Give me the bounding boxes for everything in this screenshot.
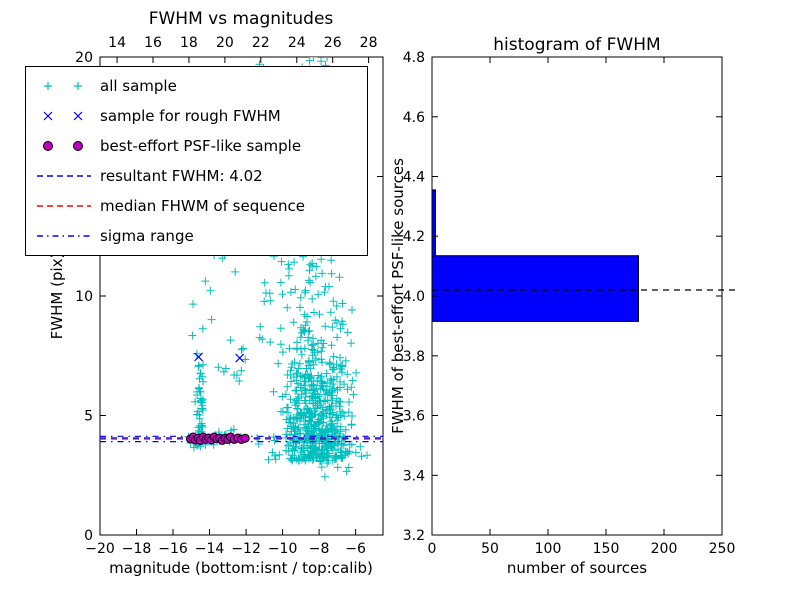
left-top-tick-label: 26 <box>324 35 342 51</box>
left-top-tick-label: 24 <box>288 35 306 51</box>
legend-item-label: resultant FWHM: 4.02 <box>100 167 263 185</box>
right-ytick-label: 4.0 <box>403 289 425 305</box>
left-top-tick-label: 20 <box>216 35 234 51</box>
histogram-bar <box>432 255 639 322</box>
circle-markers-icon <box>43 141 83 151</box>
legend-item-label: all sample <box>100 77 177 95</box>
right-xtick-label: 100 <box>535 541 562 557</box>
left-plot-ylabel: FWHM (pix) <box>48 253 66 340</box>
right-xtick-label: 150 <box>593 541 620 557</box>
rough-fwhm-points <box>194 352 245 363</box>
left-top-tick-label: 16 <box>144 35 162 51</box>
right-ytick-label: 3.4 <box>403 468 425 484</box>
right-xtick-label: 0 <box>428 541 437 557</box>
right-ytick-label: 4.6 <box>403 110 425 126</box>
dashdot-line-icon <box>37 235 91 237</box>
right-plot-xlabel: number of sources <box>507 559 647 577</box>
left-xtick-label: −10 <box>268 541 298 557</box>
left-xtick-label: −6 <box>345 541 366 557</box>
left-xtick-label: −18 <box>122 541 152 557</box>
plus-markers-icon <box>44 82 82 90</box>
left-xtick-label: −12 <box>231 541 261 557</box>
dashed-line-icon <box>37 205 91 207</box>
left-xtick-label: −16 <box>158 541 188 557</box>
legend-item: resultant FWHM: 4.02 <box>26 161 367 191</box>
right-ytick-label: 4.2 <box>403 229 425 245</box>
legend-item-label: median FHWM of sequence <box>100 197 305 215</box>
legend-item: all sample <box>26 71 367 101</box>
left-ytick-label: 0 <box>84 528 93 544</box>
psf-like-point <box>240 433 250 443</box>
left-plot-xlabel: magnitude (bottom:isnt / top:calib) <box>109 559 373 577</box>
legend-item: sample for rough FWHM <box>26 101 367 131</box>
right-ytick-label: 4.4 <box>403 170 425 186</box>
left-ytick-label: 5 <box>84 409 93 425</box>
legend-item-label: sample for rough FWHM <box>100 107 281 125</box>
right-ytick-label: 4.8 <box>403 50 425 66</box>
legend-item-label: best-effort PSF-like sample <box>100 137 302 155</box>
left-xtick-label: −8 <box>309 541 330 557</box>
left-ytick-label: 10 <box>75 289 93 305</box>
right-plot: 0 50 100 150 200 250 3.2 3.4 3.6 3.8 4.0 4.2 4.4 4.6 4… <box>403 50 738 557</box>
right-xtick-label: 200 <box>651 541 678 557</box>
left-plot-title: FWHM vs magnitudes <box>149 9 334 29</box>
right-ytick-label: 3.6 <box>403 409 425 425</box>
dashed-line-icon <box>37 175 91 177</box>
legend-item: sigma range <box>26 221 367 251</box>
left-xtick-label: −20 <box>85 541 115 557</box>
right-xtick-label: 50 <box>481 541 499 557</box>
left-top-tick-label: 18 <box>180 35 198 51</box>
right-ytick-label: 3.2 <box>403 528 425 544</box>
left-xtick-label: −14 <box>195 541 225 557</box>
right-plot-title: histogram of FWHM <box>493 35 660 55</box>
legend-item: median FHWM of sequence <box>26 191 367 221</box>
left-top-tick-label: 28 <box>360 35 378 51</box>
histogram-bar <box>432 189 436 257</box>
right-plot-ylabel: FWHM of best-effort PSF-like sources <box>389 158 407 434</box>
right-xtick-label: 250 <box>709 541 736 557</box>
left-ytick-label: 20 <box>75 50 93 66</box>
x-markers-icon <box>43 111 83 121</box>
legend: all sample sample for rough FWHM best-effo… <box>25 66 368 256</box>
legend-item-label: sigma range <box>100 227 194 245</box>
legend-item: best-effort PSF-like sample <box>26 131 367 161</box>
right-ytick-label: 3.8 <box>403 349 425 365</box>
left-top-tick-label: 14 <box>108 35 126 51</box>
left-top-tick-label: 22 <box>252 35 270 51</box>
